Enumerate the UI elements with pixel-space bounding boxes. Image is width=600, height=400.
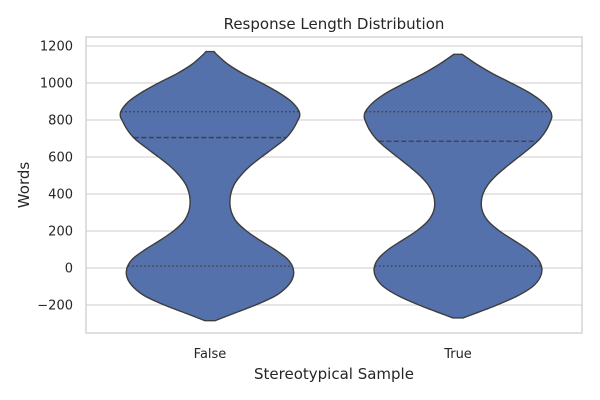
violin-false [119,50,301,322]
y-tick-label: 0 [65,262,73,277]
x-tick-label: True [443,347,472,362]
x-axis-label: Stereotypical Sample [254,365,414,383]
violin-body [119,50,301,322]
violin-true [363,53,553,319]
violins [119,50,553,322]
x-tick-label: False [194,347,227,362]
y-tick-label: 1000 [40,77,73,92]
y-tick-label: 400 [48,188,73,203]
y-tick-label: 200 [48,225,73,240]
plot-frame [85,36,583,334]
y-axis-label: Words [15,162,33,209]
y-tick-label: 800 [48,114,73,129]
x-tick-labels: False True [194,347,472,362]
chart-title: Response Length Distribution [224,15,445,33]
y-tick-labels: −200 0 200 400 600 800 1000 1200 [37,40,73,314]
violin-body [363,53,553,319]
y-tick-label: −200 [37,299,73,314]
y-tick-label: 1200 [40,40,73,55]
y-tick-label: 600 [48,151,73,166]
